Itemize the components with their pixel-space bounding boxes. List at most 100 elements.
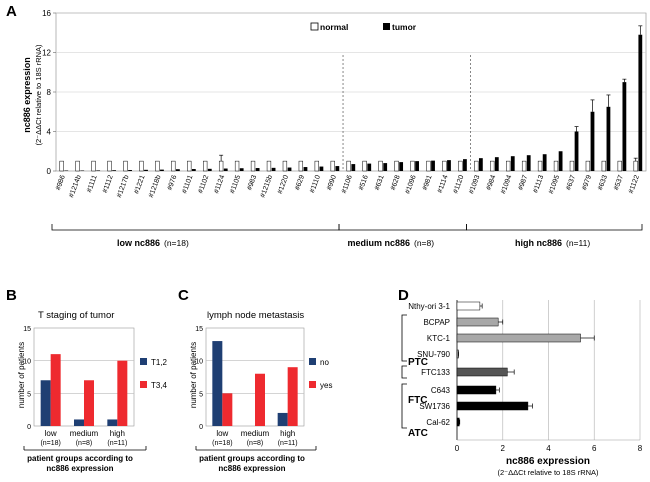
a-category-label: #1217b bbox=[116, 174, 131, 198]
a-bar-normal bbox=[346, 160, 351, 172]
a-group-high-label: high nc886 bbox=[515, 238, 562, 248]
d-xtick-label: 6 bbox=[592, 444, 597, 453]
a-bar-normal bbox=[234, 160, 240, 172]
c-category-label: high bbox=[280, 429, 295, 438]
a-category-label: #1102 bbox=[197, 174, 210, 194]
a-bar-normal bbox=[155, 160, 160, 172]
b-ytick-label: 15 bbox=[23, 326, 31, 333]
a-bar-normal bbox=[474, 160, 479, 172]
a-bar-tumor bbox=[287, 167, 292, 171]
b-legend-t12-swatch bbox=[140, 358, 147, 365]
panel-b-plot: 0 5 10 15 low (n=18) medium (n=8) high (n=11) bbox=[23, 326, 147, 451]
a-category-label: #1221 bbox=[133, 174, 146, 195]
a-bar-normal bbox=[187, 160, 192, 172]
c-xlabel-line2: nc886 expression bbox=[218, 464, 285, 473]
panel-label-b: B bbox=[6, 287, 17, 304]
a-category-label: #537 bbox=[613, 174, 625, 191]
b-category-n: (n=11) bbox=[107, 440, 127, 447]
a-category-label: #633 bbox=[597, 174, 609, 191]
c-category-n: (n=18) bbox=[212, 440, 232, 447]
a-bar-normal bbox=[250, 160, 256, 172]
a-bar-normal bbox=[601, 160, 606, 172]
panel-c-plot: 0 5 10 15 low (n=18) medium (n=8) high (n=11) bbox=[195, 326, 317, 451]
a-bar-tumor bbox=[271, 167, 276, 171]
a-category-label: #981 bbox=[422, 174, 434, 191]
a-ytick-label: 12 bbox=[42, 49, 51, 58]
c-category-label: medium bbox=[241, 429, 270, 438]
a-category-label: #1124 bbox=[213, 174, 226, 194]
b-ytick-label: 10 bbox=[23, 359, 31, 366]
a-bar-normal bbox=[59, 160, 64, 172]
a-category-label: #1096 bbox=[404, 174, 417, 195]
c-ytick-label: 0 bbox=[199, 424, 203, 431]
a-bar-tumor bbox=[415, 161, 419, 171]
a-bar-normal bbox=[426, 160, 431, 172]
a-category-label: #1093 bbox=[468, 174, 481, 195]
b-ylabel: number of patients bbox=[17, 342, 26, 408]
b-category-label: high bbox=[110, 429, 125, 438]
a-bar-normal bbox=[458, 160, 463, 172]
c-category-n: (n=11) bbox=[278, 440, 298, 447]
c-bar-series1 bbox=[212, 341, 223, 426]
a-bar-tumor bbox=[335, 166, 340, 171]
a-bar-normal bbox=[490, 160, 495, 172]
panel-label-a: A bbox=[6, 3, 17, 20]
c-legend-no-swatch bbox=[309, 358, 316, 365]
d-xlabel: nc886 expression bbox=[506, 456, 590, 467]
a-bar-tumor bbox=[463, 159, 467, 171]
a-category-label: #1114 bbox=[437, 174, 450, 194]
a-bar-tumor bbox=[383, 163, 388, 171]
d-bar bbox=[456, 333, 581, 343]
a-category-label: #631 bbox=[374, 174, 386, 191]
a-category-label: #1095 bbox=[548, 174, 561, 195]
a-bar-tumor bbox=[191, 169, 196, 171]
a-group-bracket bbox=[338, 224, 467, 231]
c-ytick-label: 15 bbox=[195, 326, 203, 333]
b-legend-t12-label: T1,2 bbox=[151, 358, 168, 367]
a-group-bracket bbox=[51, 224, 340, 231]
a-category-label: #1111 bbox=[86, 174, 99, 193]
a-group-high-n: (n=11) bbox=[566, 238, 590, 248]
d-category-label: C643 bbox=[431, 386, 451, 395]
a-category-label: #990 bbox=[326, 174, 338, 191]
a-bar-normal bbox=[203, 160, 208, 172]
a-bar-tumor bbox=[431, 160, 435, 171]
a-category-label: #984 bbox=[485, 174, 497, 191]
a-bar-normal bbox=[298, 160, 304, 172]
a-bar-normal bbox=[394, 160, 399, 172]
a-category-label: #1112 bbox=[102, 174, 115, 194]
a-ytick-label: 8 bbox=[47, 88, 52, 97]
a-category-label: #1214b bbox=[68, 174, 83, 198]
a-bar-tumor bbox=[367, 163, 372, 171]
b-category-n: (n=18) bbox=[40, 440, 60, 447]
c-bar-series2 bbox=[255, 373, 265, 426]
a-bar-normal bbox=[569, 160, 575, 172]
panel-label-c: C bbox=[178, 287, 189, 304]
a-category-label: #1113 bbox=[532, 174, 545, 194]
panel-label-d: D bbox=[398, 287, 409, 304]
c-bar-series1 bbox=[277, 412, 288, 426]
c-ytick-label: 5 bbox=[199, 391, 203, 398]
a-bar-tumor bbox=[112, 170, 117, 171]
d-group-bracket bbox=[401, 314, 407, 362]
a-bar-tumor bbox=[175, 169, 180, 171]
a-bar-tumor bbox=[223, 168, 228, 171]
a-category-label: #1220 bbox=[277, 174, 290, 195]
a-bar-tumor bbox=[351, 164, 356, 171]
a-bar-tumor bbox=[478, 158, 483, 171]
a-bar-tumor bbox=[606, 106, 611, 171]
c-title: lymph node metastasis bbox=[207, 310, 304, 321]
a-bar-normal bbox=[75, 160, 80, 172]
a-bar-normal bbox=[171, 160, 176, 172]
a-category-label: #1101 bbox=[181, 174, 194, 194]
a-bar-tumor bbox=[399, 162, 404, 171]
legend-tumor-label: tumor bbox=[392, 22, 417, 32]
d-group-ptc: PTC bbox=[408, 357, 428, 368]
a-bar-tumor bbox=[447, 160, 451, 171]
a-ytick-label: 16 bbox=[42, 9, 51, 18]
a-bar-tumor bbox=[622, 82, 627, 171]
a-category-label: #1122 bbox=[628, 174, 641, 194]
b-legend-t34-swatch bbox=[140, 381, 147, 388]
